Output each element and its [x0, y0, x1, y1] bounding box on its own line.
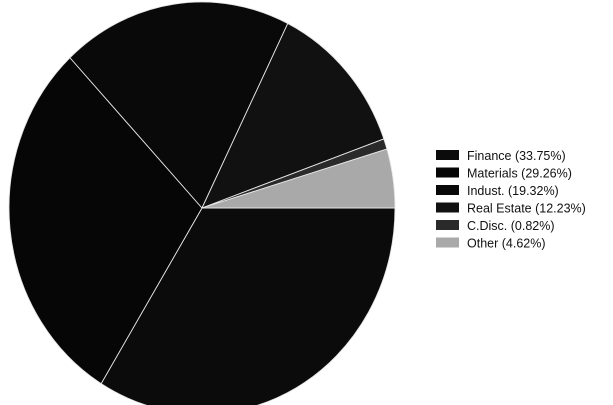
legend-swatch [436, 185, 459, 195]
legend-swatch [436, 237, 459, 248]
legend-swatch [436, 202, 459, 213]
pie-slice-indust [69, 1, 289, 209]
legend-label: Indust. (19.32%) [467, 184, 559, 198]
legend-label: Finance (33.75%) [467, 149, 566, 163]
pie-slices [8, 1, 396, 405]
legend-label: Other (4.62%) [467, 237, 546, 251]
pie-slice-finance [100, 207, 396, 405]
legend-label: Materials (29.26%) [467, 167, 572, 181]
legend-label: C.Disc. (0.82%) [467, 219, 555, 233]
pie-slice-real-estate [201, 23, 385, 209]
pie-slice-materials [8, 57, 203, 385]
pie-slice-other [201, 148, 396, 209]
legend-swatch [436, 150, 459, 160]
legend-swatch [436, 167, 459, 178]
legend-label: Real Estate (12.23%) [467, 202, 586, 216]
legend-swatch [436, 220, 459, 230]
legend: Finance (33.75%) Materials (29.26%) Indust… [436, 149, 586, 251]
